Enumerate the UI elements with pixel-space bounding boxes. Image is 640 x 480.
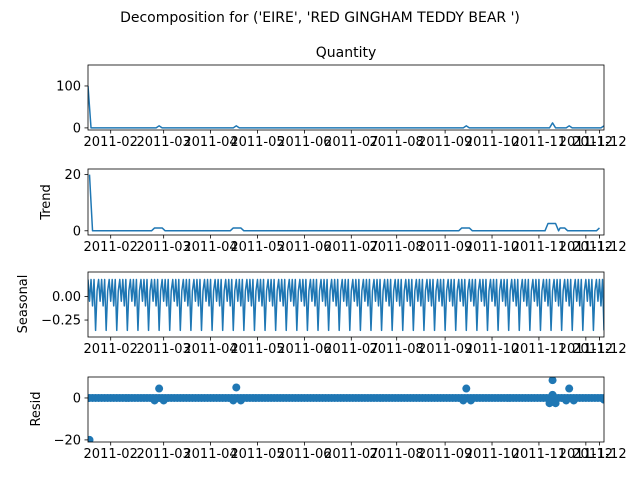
xtick-label: 2011-11 bbox=[512, 342, 566, 357]
plot-area-seasonal bbox=[88, 278, 604, 332]
xtick-label: 2011-08 bbox=[370, 342, 424, 357]
xtick-label: 2011-03 bbox=[136, 447, 190, 462]
xtick-label: 2011-02 bbox=[84, 447, 138, 462]
xtick-label: 2011-04 bbox=[183, 447, 237, 462]
xtick-label: 2011-12 bbox=[559, 342, 613, 357]
series-line-quantity bbox=[88, 85, 604, 129]
resid-point bbox=[462, 384, 471, 393]
xtick-label: 2011-08 bbox=[370, 240, 424, 255]
xtick-label: 2011-11 bbox=[512, 447, 566, 462]
xtick-label: 2011-06 bbox=[277, 447, 331, 462]
resid-point bbox=[236, 396, 245, 405]
xtick-label: 2011-02 bbox=[84, 135, 138, 150]
plot-seasonal: 0.00−0.252011-022011-032011-042011-05201… bbox=[41, 271, 627, 357]
xtick-label: 2011-04 bbox=[183, 342, 237, 357]
xtick-label: 2011-12 bbox=[559, 447, 613, 462]
ytick-label: 20 bbox=[64, 168, 81, 183]
resid-point bbox=[569, 396, 578, 405]
resid-point bbox=[562, 396, 571, 405]
panel-seasonal: Seasonal 0.00−0.252011-022011-032011-042… bbox=[16, 271, 627, 357]
plot-trend: 0202011-022011-032011-042011-052011-0620… bbox=[64, 168, 626, 255]
xtick-label: 2011-06 bbox=[277, 342, 331, 357]
ytick-label: 100 bbox=[56, 79, 81, 94]
resid-point bbox=[150, 396, 159, 405]
axes-frame-resid bbox=[87, 376, 605, 443]
xtick-label: 2011-08 bbox=[370, 135, 424, 150]
panel-trend: Trend 0202011-022011-032011-042011-05201… bbox=[39, 168, 627, 255]
xtick-label: 2011-03 bbox=[136, 342, 190, 357]
resid-point bbox=[548, 377, 557, 385]
xtick-label: 2011-11 bbox=[512, 240, 566, 255]
resid-point bbox=[88, 435, 94, 442]
panel-title-quantity: Quantity bbox=[316, 45, 377, 61]
xtick-label: 2011-09 bbox=[418, 135, 472, 150]
ytick-label: 0 bbox=[73, 224, 81, 239]
xtick-label: 2011-05 bbox=[230, 135, 284, 150]
xtick-label: 2011-06 bbox=[277, 135, 331, 150]
resid-point bbox=[466, 396, 475, 405]
series-line-seasonal bbox=[88, 278, 604, 332]
ytick-label: 0.00 bbox=[52, 290, 81, 305]
ylabel-seasonal: Seasonal bbox=[16, 275, 31, 334]
xtick-label: 2011-07 bbox=[324, 447, 378, 462]
ytick-label: 0 bbox=[73, 391, 81, 406]
xtick-label: 2011-09 bbox=[418, 447, 472, 462]
xtick-label: 2011-12 bbox=[559, 135, 613, 150]
xtick-label: 2011-02 bbox=[84, 240, 138, 255]
resid-point bbox=[600, 395, 604, 404]
axes-frame-trend bbox=[87, 168, 605, 236]
plot-area-quantity bbox=[88, 85, 604, 129]
xtick-label: 2011-04 bbox=[183, 135, 237, 150]
plot-resid: 0−202011-022011-032011-042011-052011-062… bbox=[54, 376, 627, 462]
series-line-trend bbox=[88, 174, 600, 232]
ytick-label: −0.25 bbox=[41, 314, 81, 329]
xtick-label: 2011-02 bbox=[84, 342, 138, 357]
xtick-label: 2011-06 bbox=[277, 240, 331, 255]
xtick-label: 2011-11 bbox=[512, 135, 566, 150]
resid-point bbox=[548, 390, 557, 399]
xtick-label: 2011-12 bbox=[572, 240, 626, 255]
xtick-label: 2011-05 bbox=[230, 447, 284, 462]
panel-quantity: Quantity 01002011-022011-032011-042011-0… bbox=[56, 45, 626, 150]
panel-resid: Resid 0−202011-022011-032011-042011-0520… bbox=[29, 376, 627, 462]
xtick-label: 2011-10 bbox=[465, 342, 519, 357]
xtick-label: 2011-09 bbox=[418, 342, 472, 357]
resid-point bbox=[565, 384, 574, 393]
xtick-label: 2011-05 bbox=[230, 240, 284, 255]
ytick-label: 0 bbox=[73, 121, 81, 136]
ylabel-trend: Trend bbox=[39, 184, 54, 221]
xtick-label: 2011-08 bbox=[370, 447, 424, 462]
xtick-label: 2011-12 bbox=[572, 342, 626, 357]
xtick-label: 2011-03 bbox=[136, 240, 190, 255]
ytick-label: −20 bbox=[54, 433, 81, 448]
plot-area-trend bbox=[88, 174, 600, 232]
resid-point bbox=[459, 396, 468, 405]
axes-frame-seasonal bbox=[87, 271, 605, 338]
plot-quantity: 01002011-022011-032011-042011-052011-062… bbox=[56, 64, 627, 150]
resid-point bbox=[551, 399, 560, 408]
axes-frame-quantity bbox=[87, 64, 605, 131]
xtick-label: 2011-12 bbox=[572, 135, 626, 150]
xtick-label: 2011-04 bbox=[183, 240, 237, 255]
xtick-label: 2011-09 bbox=[418, 240, 472, 255]
xtick-label: 2011-12 bbox=[572, 447, 626, 462]
xtick-label: 2011-05 bbox=[230, 342, 284, 357]
resid-point bbox=[232, 383, 241, 392]
figure-suptitle: Decomposition for ('EIRE', 'RED GINGHAM … bbox=[120, 10, 520, 26]
resid-point bbox=[229, 396, 238, 405]
xtick-label: 2011-10 bbox=[465, 240, 519, 255]
xtick-label: 2011-07 bbox=[324, 240, 378, 255]
resid-point bbox=[155, 384, 164, 393]
xtick-label: 2011-03 bbox=[136, 135, 190, 150]
xtick-label: 2011-10 bbox=[465, 135, 519, 150]
ylabel-resid: Resid bbox=[29, 391, 44, 426]
xtick-label: 2011-07 bbox=[324, 135, 378, 150]
xtick-label: 2011-10 bbox=[465, 447, 519, 462]
xtick-label: 2011-07 bbox=[324, 342, 378, 357]
resid-point bbox=[159, 396, 168, 405]
plot-area-resid bbox=[88, 377, 604, 442]
resid-point bbox=[545, 399, 554, 408]
xtick-label: 2011-12 bbox=[559, 240, 613, 255]
